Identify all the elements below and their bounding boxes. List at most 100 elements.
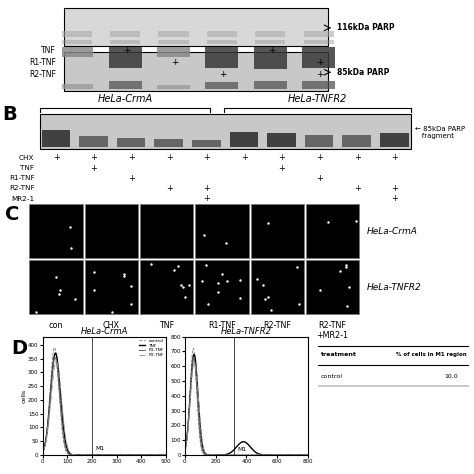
Text: +: + — [392, 194, 398, 203]
Bar — [109, 82, 142, 89]
Text: TNF: TNF — [20, 165, 35, 171]
Text: ← 85kDa PARP
   fragment: ← 85kDa PARP fragment — [415, 126, 465, 138]
Bar — [155, 139, 183, 147]
Y-axis label: cells: cells — [22, 389, 27, 403]
Bar — [254, 47, 287, 69]
Text: R1-TNF: R1-TNF — [29, 58, 56, 67]
Text: TNF: TNF — [159, 321, 174, 330]
Bar — [205, 47, 238, 68]
Text: +: + — [392, 154, 398, 163]
Text: B: B — [2, 105, 18, 124]
Text: CHX: CHX — [103, 321, 120, 330]
Text: R2-TNF: R2-TNF — [9, 185, 35, 191]
Bar — [110, 40, 140, 45]
Text: +: + — [166, 154, 173, 163]
Text: HeLa-CrmA: HeLa-CrmA — [367, 227, 418, 236]
Text: +: + — [91, 154, 97, 163]
Bar — [64, 8, 328, 46]
Bar — [60, 47, 93, 56]
Text: 85kDa PARP: 85kDa PARP — [337, 68, 389, 77]
Bar — [267, 134, 296, 147]
Bar — [380, 133, 409, 147]
Text: % of cells in M1 region: % of cells in M1 region — [396, 352, 467, 357]
Bar — [157, 47, 190, 56]
Bar — [62, 31, 92, 37]
Text: treatment: treatment — [320, 352, 356, 357]
Bar — [306, 204, 359, 258]
Bar — [303, 40, 334, 45]
Bar — [110, 31, 140, 37]
Bar — [306, 260, 359, 314]
Text: +: + — [91, 164, 97, 173]
Text: +: + — [171, 58, 179, 67]
Text: M1: M1 — [96, 446, 105, 450]
Text: +: + — [219, 70, 227, 79]
Text: +: + — [123, 46, 130, 55]
Text: R2-TNF
+MR2-1: R2-TNF +MR2-1 — [317, 321, 348, 340]
Bar — [192, 139, 221, 147]
Text: +: + — [316, 174, 323, 182]
Bar — [140, 260, 193, 314]
Bar — [85, 260, 138, 314]
Text: +: + — [268, 46, 275, 55]
Bar — [117, 138, 146, 147]
Text: R1-TNF: R1-TNF — [9, 175, 35, 181]
Bar — [251, 204, 304, 258]
Text: C: C — [5, 205, 19, 224]
Bar — [29, 260, 83, 314]
Text: +: + — [316, 70, 324, 79]
Bar — [158, 31, 189, 37]
Bar — [109, 47, 142, 68]
Text: HeLa-TNFR2: HeLa-TNFR2 — [287, 94, 347, 104]
Text: +: + — [316, 154, 323, 163]
Bar — [303, 31, 334, 37]
Text: +: + — [166, 184, 173, 193]
Bar — [40, 114, 410, 149]
Text: R2-TNF: R2-TNF — [264, 321, 291, 330]
Bar — [302, 47, 335, 68]
Text: +: + — [316, 58, 324, 67]
Text: MR2-1: MR2-1 — [11, 196, 35, 201]
Bar — [62, 40, 92, 45]
Text: +: + — [53, 154, 60, 163]
Text: R1-TNF: R1-TNF — [208, 321, 236, 330]
Text: +: + — [279, 154, 285, 163]
Bar — [205, 82, 238, 89]
Bar — [195, 260, 249, 314]
Text: +: + — [354, 154, 361, 163]
Text: +: + — [392, 184, 398, 193]
Bar — [157, 85, 190, 89]
Bar — [85, 204, 138, 258]
Bar — [254, 81, 287, 89]
Bar — [305, 135, 334, 147]
Bar — [342, 135, 371, 147]
Text: CHX: CHX — [19, 155, 35, 161]
Bar — [255, 40, 285, 45]
Bar — [302, 82, 335, 89]
Bar — [251, 260, 304, 314]
Title: HeLa-CrmA: HeLa-CrmA — [81, 327, 128, 336]
Bar — [42, 130, 70, 147]
Text: con: con — [49, 321, 64, 330]
Text: 116kDa PARP: 116kDa PARP — [337, 23, 394, 32]
Bar — [255, 31, 285, 37]
Text: HeLa-CrmA: HeLa-CrmA — [98, 94, 153, 104]
Text: M1: M1 — [237, 447, 246, 452]
Legend: control, TNF, R1-TNF, R2-TNF: control, TNF, R1-TNF, R2-TNF — [139, 339, 164, 357]
Bar — [229, 132, 258, 147]
Title: HeLa-TNFR2: HeLa-TNFR2 — [221, 327, 272, 336]
Text: +: + — [203, 154, 210, 163]
Bar — [64, 52, 328, 91]
Bar — [207, 31, 237, 37]
Text: R2-TNF: R2-TNF — [29, 70, 56, 79]
Text: +: + — [279, 164, 285, 173]
Text: 10.0: 10.0 — [444, 374, 458, 379]
Bar — [60, 84, 93, 89]
Bar — [158, 40, 189, 45]
Text: +: + — [128, 154, 135, 163]
Text: +: + — [203, 184, 210, 193]
Text: +: + — [241, 154, 248, 163]
Bar — [195, 204, 249, 258]
Text: D: D — [11, 339, 27, 358]
Text: +: + — [128, 174, 135, 182]
